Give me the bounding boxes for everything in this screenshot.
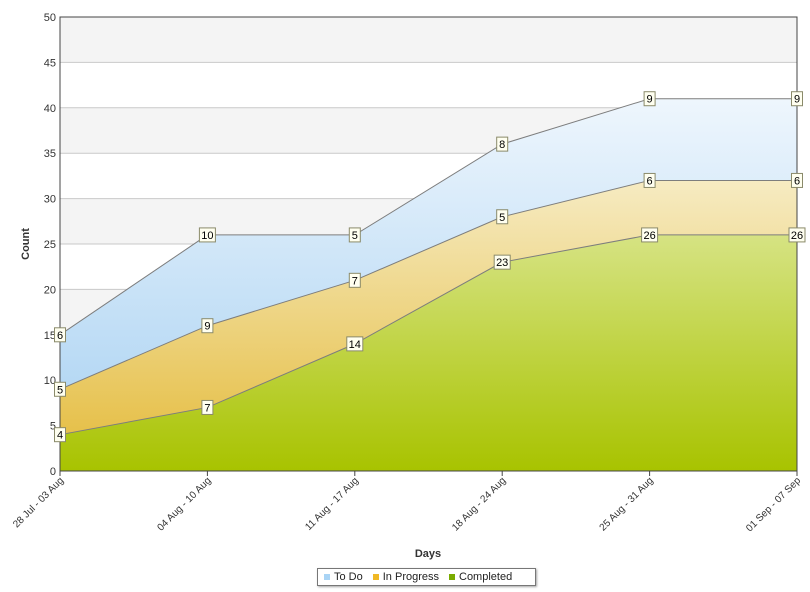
y-tick-label: 10 bbox=[44, 375, 56, 387]
data-label-box bbox=[348, 272, 361, 288]
x-tick-label: 25 Aug - 31 Aug bbox=[598, 475, 656, 533]
data-label-value: 8 bbox=[499, 139, 505, 151]
data-label-in-progress: 7 bbox=[348, 272, 361, 288]
x-tick-label: 18 Aug - 24 Aug bbox=[450, 475, 508, 533]
data-label-value: 23 bbox=[496, 257, 508, 269]
x-tick-label: 04 Aug - 10 Aug bbox=[155, 475, 213, 533]
x-tick-label: 01 Sep - 07 Sep bbox=[744, 475, 803, 534]
data-label-value: 6 bbox=[57, 330, 63, 342]
data-label-box bbox=[54, 327, 66, 343]
data-label-todo: 6 bbox=[54, 327, 66, 343]
data-label-in-progress: 6 bbox=[791, 172, 803, 188]
data-label-box bbox=[641, 227, 659, 243]
data-label-value: 5 bbox=[57, 384, 63, 396]
data-label-completed: 26 bbox=[788, 227, 806, 243]
grid-band bbox=[60, 17, 797, 63]
legend-label-in-progress: In Progress bbox=[382, 571, 439, 583]
data-label-value: 7 bbox=[204, 402, 210, 414]
data-label-value: 10 bbox=[201, 230, 213, 242]
line-completed bbox=[59, 234, 797, 436]
data-label-value: 26 bbox=[791, 230, 803, 242]
line-in-progress bbox=[59, 179, 797, 390]
data-label-completed: 7 bbox=[201, 399, 214, 415]
data-label-value: 14 bbox=[349, 339, 361, 351]
data-label-box bbox=[348, 227, 361, 243]
data-label-box bbox=[493, 254, 511, 270]
data-label-value: 9 bbox=[204, 321, 210, 333]
data-label-box bbox=[791, 172, 803, 188]
y-tick-label: 45 bbox=[44, 57, 56, 69]
data-label-in-progress: 5 bbox=[496, 209, 509, 225]
area-completed bbox=[60, 234, 797, 471]
legend-item-todo[interactable]: To Do bbox=[324, 571, 363, 583]
data-label-box bbox=[201, 399, 214, 415]
y-tick-label: 5 bbox=[50, 421, 56, 433]
legend-label-completed: Completed bbox=[459, 571, 513, 583]
series-areas bbox=[60, 98, 797, 471]
area-in-progress bbox=[60, 180, 797, 435]
y-tick-label: 50 bbox=[44, 12, 56, 24]
legend-swatch-in-progress bbox=[372, 574, 379, 580]
data-label-in-progress: 6 bbox=[643, 172, 656, 188]
y-tick-label: 30 bbox=[44, 194, 56, 206]
legend-swatch-todo bbox=[324, 574, 330, 580]
series-lines bbox=[59, 98, 797, 436]
data-label-box bbox=[198, 227, 216, 243]
data-label-box bbox=[788, 227, 806, 243]
y-axis-title: Count bbox=[20, 228, 32, 260]
x-axis-title: Days bbox=[415, 548, 441, 560]
data-label-todo: 5 bbox=[348, 227, 361, 243]
line-todo bbox=[59, 98, 797, 336]
data-labels: 4 7 14 23 26 26 5 9 7 5 6 6 6 10 5 8 9 9 bbox=[54, 91, 806, 443]
legend-label-todo: To Do bbox=[334, 571, 363, 583]
x-tick-label: 11 Aug - 17 Aug bbox=[303, 475, 361, 533]
x-axis-ticks: 28 Jul - 03 Aug 04 Aug - 10 Aug 11 Aug - 1… bbox=[11, 471, 803, 534]
data-label-box bbox=[346, 336, 364, 352]
data-label-box bbox=[791, 91, 803, 107]
data-label-box bbox=[54, 381, 66, 397]
data-label-value: 9 bbox=[794, 94, 800, 106]
data-label-value: 4 bbox=[57, 430, 63, 442]
data-label-value: 7 bbox=[352, 275, 358, 287]
y-tick-label: 0 bbox=[50, 466, 56, 478]
data-label-box bbox=[201, 318, 214, 334]
y-axis-ticks: 0 5 10 15 20 25 30 35 40 45 50 bbox=[44, 12, 56, 478]
legend-item-in-progress[interactable]: In Progress bbox=[372, 571, 439, 583]
data-label-box bbox=[496, 136, 509, 152]
data-label-value: 5 bbox=[499, 212, 505, 224]
data-label-completed: 14 bbox=[346, 336, 364, 352]
data-label-value: 6 bbox=[794, 175, 800, 187]
data-label-todo: 8 bbox=[496, 136, 509, 152]
data-label-todo: 9 bbox=[643, 91, 656, 107]
data-label-completed: 26 bbox=[641, 227, 659, 243]
legend-swatch-completed bbox=[449, 574, 455, 580]
data-label-value: 5 bbox=[352, 230, 358, 242]
data-label-box bbox=[54, 427, 66, 443]
data-label-value: 9 bbox=[647, 94, 653, 106]
data-label-in-progress: 9 bbox=[201, 318, 214, 334]
y-tick-label: 20 bbox=[44, 284, 56, 296]
data-label-box bbox=[643, 91, 656, 107]
data-label-box bbox=[496, 209, 509, 225]
data-label-in-progress: 5 bbox=[54, 381, 66, 397]
data-label-box bbox=[643, 172, 656, 188]
data-label-todo: 9 bbox=[791, 91, 803, 107]
area-todo bbox=[60, 98, 797, 390]
x-tick-label: 28 Jul - 03 Aug bbox=[11, 475, 66, 530]
data-label-todo: 10 bbox=[198, 227, 216, 243]
legend: To Do In Progress Completed bbox=[317, 568, 536, 586]
data-label-completed: 4 bbox=[54, 427, 66, 443]
data-label-value: 26 bbox=[643, 230, 655, 242]
plot-frame bbox=[59, 16, 798, 472]
legend-item-completed[interactable]: Completed bbox=[449, 571, 512, 583]
y-tick-label: 25 bbox=[44, 239, 56, 251]
data-label-completed: 23 bbox=[493, 254, 511, 270]
y-tick-label: 15 bbox=[44, 330, 56, 342]
y-tick-label: 40 bbox=[44, 103, 56, 115]
data-label-value: 6 bbox=[647, 175, 653, 187]
y-tick-label: 35 bbox=[44, 148, 56, 160]
